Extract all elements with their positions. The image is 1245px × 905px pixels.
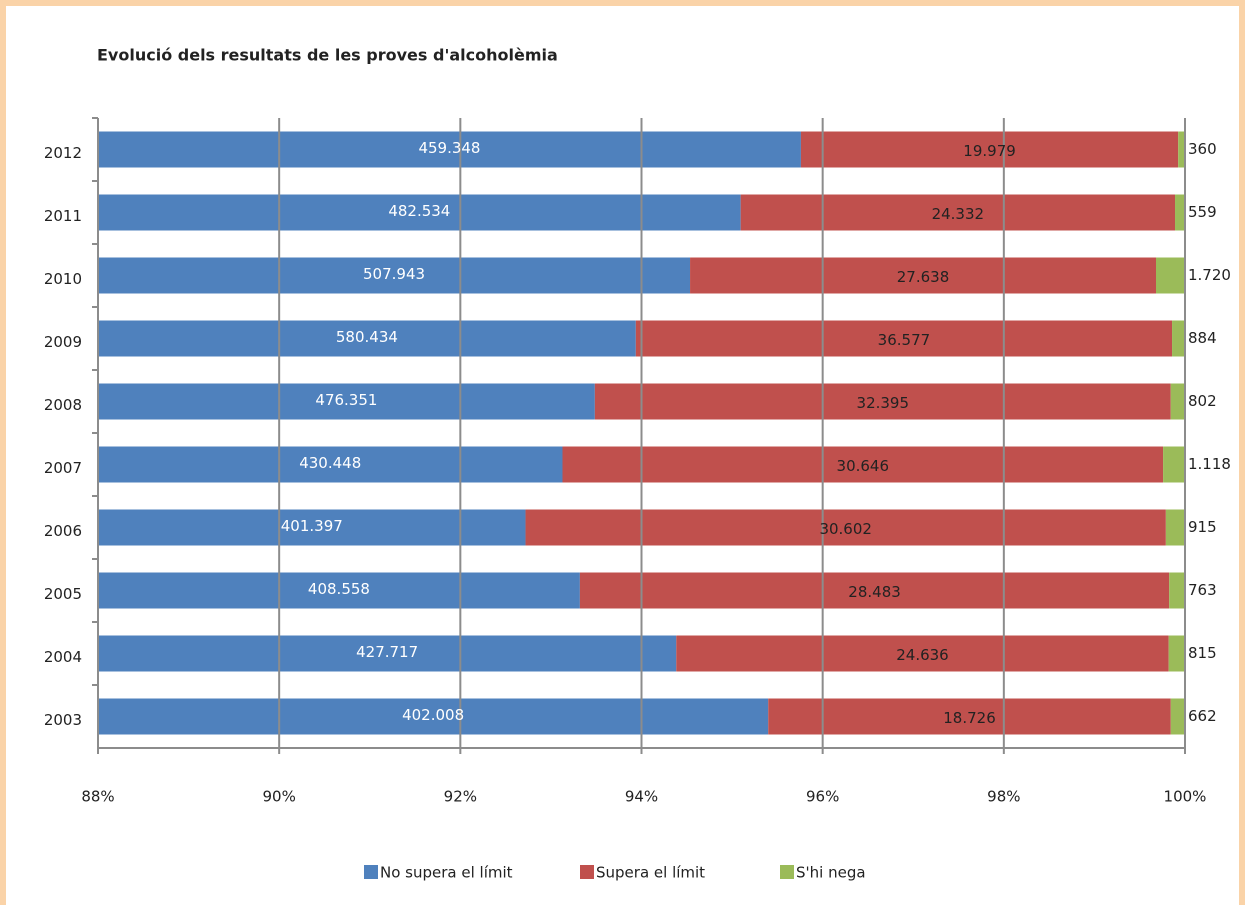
bar-segment	[1170, 383, 1185, 420]
bar-segment	[525, 509, 1166, 546]
bar-segment	[98, 383, 595, 420]
data-label: 430.448	[299, 454, 361, 472]
bar-segment	[98, 446, 563, 483]
bar-segment	[562, 446, 1164, 483]
bar-segment	[98, 194, 741, 231]
bar-segment	[800, 131, 1179, 168]
bar-segment	[1178, 131, 1185, 168]
data-label: 401.397	[281, 517, 343, 535]
data-label: 1.118	[1188, 455, 1231, 473]
bar-segment	[98, 572, 580, 609]
y-tick-label: 2011	[44, 207, 82, 225]
data-label: 580.434	[336, 328, 398, 346]
x-tick-label: 96%	[806, 788, 839, 806]
data-label: 36.577	[878, 331, 931, 349]
y-tick-label: 2009	[44, 333, 82, 351]
legend-swatch	[364, 865, 378, 879]
data-label: 19.979	[963, 142, 1016, 160]
data-label: 662	[1188, 707, 1217, 725]
data-label: 459.348	[418, 139, 480, 157]
data-label: 18.726	[943, 709, 996, 727]
data-label: 476.351	[315, 391, 377, 409]
y-tick-label: 2008	[44, 396, 82, 414]
data-label: 32.395	[857, 394, 910, 412]
bar-segment	[1165, 509, 1185, 546]
y-tick-label: 2012	[44, 144, 82, 162]
bar-segment	[690, 257, 1157, 294]
bar-segment	[1170, 698, 1185, 735]
bar-segment	[1163, 446, 1185, 483]
bar-segment	[98, 257, 691, 294]
data-label: 402.008	[402, 706, 464, 724]
chart-title: Evolució dels resultats de les proves d'…	[97, 46, 558, 65]
data-label: 884	[1188, 329, 1217, 347]
data-label: 915	[1188, 518, 1217, 536]
bar-segment	[740, 194, 1176, 231]
data-label: 27.638	[897, 268, 950, 286]
data-label: 24.332	[932, 205, 985, 223]
x-tick-label: 88%	[81, 788, 114, 806]
data-label: 24.636	[896, 646, 949, 664]
data-label: 763	[1188, 581, 1217, 599]
x-tick-label: 94%	[625, 788, 658, 806]
legend-label: S'hi nega	[796, 864, 866, 882]
data-label: 482.534	[388, 202, 450, 220]
bar-segment	[1172, 320, 1185, 357]
y-tick-label: 2005	[44, 585, 82, 603]
bar-segment	[1169, 572, 1185, 609]
data-label: 360	[1188, 140, 1217, 158]
x-tick-label: 100%	[1164, 788, 1207, 806]
data-label: 30.602	[819, 520, 872, 538]
bar-segment	[768, 698, 1171, 735]
x-tick-label: 98%	[987, 788, 1020, 806]
legend-label: Supera el límit	[596, 864, 705, 882]
x-tick-label: 90%	[262, 788, 295, 806]
bar-segment	[98, 635, 677, 672]
bar-segment	[1156, 257, 1185, 294]
data-label: 408.558	[308, 580, 370, 598]
y-tick-label: 2007	[44, 459, 82, 477]
data-label: 30.646	[837, 457, 890, 475]
bar-segment	[98, 698, 769, 735]
bar-segment	[98, 320, 636, 357]
bar-segment	[635, 320, 1173, 357]
bar-segment	[594, 383, 1171, 420]
bar-segment	[1175, 194, 1185, 231]
plot	[98, 131, 1185, 735]
y-tick-label: 2010	[44, 270, 82, 288]
legend-label: No supera el límit	[380, 864, 513, 882]
data-label: 559	[1188, 203, 1217, 221]
legend-swatch	[780, 865, 794, 879]
data-label: 802	[1188, 392, 1217, 410]
bar-segment	[1168, 635, 1185, 672]
bar-segment	[98, 509, 526, 546]
y-tick-label: 2004	[44, 648, 82, 666]
data-label: 507.943	[363, 265, 425, 283]
x-tick-label: 92%	[444, 788, 477, 806]
legend-swatch	[580, 865, 594, 879]
data-label: 1.720	[1188, 266, 1231, 284]
data-label: 28.483	[848, 583, 901, 601]
y-tick-label: 2003	[44, 711, 82, 729]
data-label: 815	[1188, 644, 1217, 662]
bar-segment	[676, 635, 1169, 672]
bar-segment	[98, 131, 801, 168]
bar-segment	[579, 572, 1170, 609]
y-tick-label: 2006	[44, 522, 82, 540]
data-label: 427.717	[356, 643, 418, 661]
